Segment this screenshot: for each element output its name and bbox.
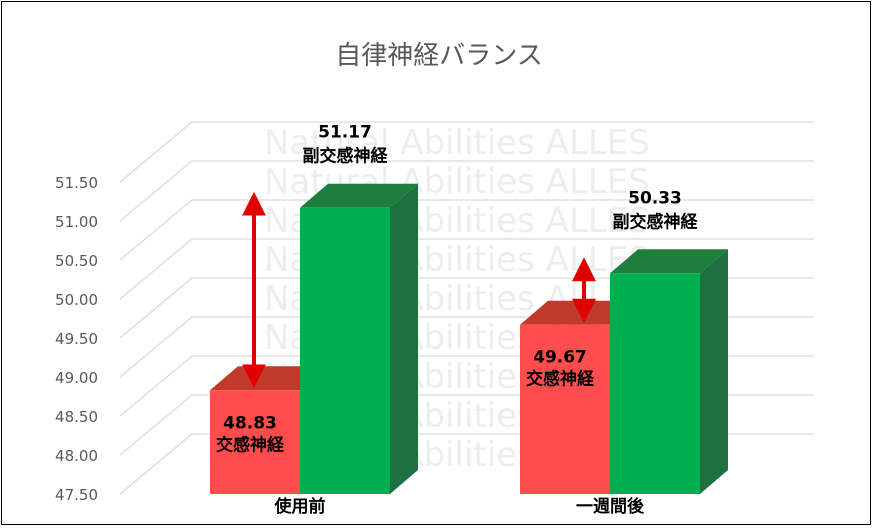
bar-top	[210, 366, 328, 391]
gridline	[119, 238, 814, 300]
data-label-series: 副交感神経	[613, 211, 699, 232]
y-tick-label: 49.00	[55, 369, 98, 387]
bar-side	[700, 249, 728, 494]
y-tick-label: 48.50	[55, 408, 98, 426]
label-layer: 48.83交感神経51.17副交感神経使用前49.67交感神経50.33副交感神…	[216, 123, 698, 517]
data-label-value: 49.67	[533, 348, 587, 368]
arrow-layer	[242, 191, 596, 389]
grid-layer: 47.50 48.00 48.50 49.00 49.50 50.00 50.50 51.00…	[55, 121, 814, 504]
y-tick-label: 51.00	[55, 213, 98, 231]
y-tick-label: 50.00	[55, 291, 98, 309]
data-label-value: 51.17	[318, 123, 372, 143]
y-tick-label: 48.00	[55, 447, 98, 465]
watermark-text: Natural Abilities ALLES	[264, 123, 650, 163]
data-label-series: 交感神経	[526, 369, 595, 390]
bar-layer	[210, 183, 728, 495]
bar	[210, 390, 300, 494]
bar	[520, 324, 610, 494]
data-label-value: 48.83	[223, 413, 277, 433]
x-category-label: 一週間後	[576, 496, 645, 517]
y-tick-label: 51.50	[55, 174, 98, 192]
y-tick-label: 49.50	[55, 330, 98, 348]
data-label-value: 50.33	[628, 188, 682, 208]
data-label-series: 交感神経	[216, 434, 285, 455]
bar	[300, 207, 390, 495]
gridline	[119, 277, 814, 339]
gridline	[119, 160, 814, 222]
gridline	[119, 199, 814, 261]
gridline	[119, 121, 814, 183]
y-tick-label: 50.50	[55, 252, 98, 270]
bar-side	[390, 183, 418, 495]
bar-top	[300, 183, 418, 208]
y-tick-label: 47.50	[55, 486, 98, 504]
chart-title: 自律神経バランス	[335, 41, 542, 71]
bar	[610, 273, 700, 494]
bar-top	[610, 249, 728, 274]
data-label-series: 副交感神経	[303, 146, 389, 167]
x-category-label: 使用前	[274, 496, 326, 517]
